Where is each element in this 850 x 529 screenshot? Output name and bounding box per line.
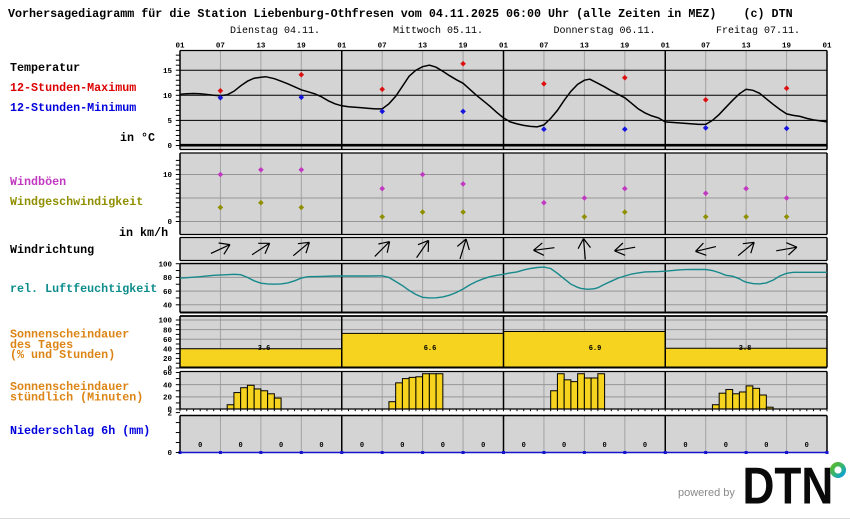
svg-text:0: 0 [167,366,172,374]
svg-text:0: 0 [198,442,202,450]
svg-text:60: 60 [163,337,173,345]
svg-text:80: 80 [163,327,173,335]
svg-text:0: 0 [167,407,172,415]
svg-text:07: 07 [216,43,225,51]
svg-text:0: 0 [400,442,404,450]
svg-text:Temperatur: Temperatur [10,61,80,75]
svg-text:15: 15 [163,68,173,76]
svg-text:100: 100 [158,318,172,326]
svg-text:07: 07 [701,43,710,51]
svg-text:Vorhersagediagramm für die Sta: Vorhersagediagramm für die Station Liebe… [8,7,716,21]
svg-text:0: 0 [683,442,687,450]
svg-text:0: 0 [167,143,172,151]
svg-text:Freitag 07.11.: Freitag 07.11. [716,25,800,37]
svg-text:Windrichtung: Windrichtung [10,243,94,257]
svg-text:40: 40 [163,382,173,390]
svg-text:07: 07 [378,43,387,51]
svg-text:40: 40 [163,303,173,311]
svg-text:stündlich (Minuten): stündlich (Minuten) [10,391,143,405]
svg-text:13: 13 [418,43,428,51]
svg-text:Windgeschwindigkeit: Windgeschwindigkeit [10,195,143,209]
svg-text:19: 19 [782,43,792,51]
svg-text:0: 0 [239,442,243,450]
svg-text:0: 0 [724,442,728,450]
svg-text:20: 20 [163,356,173,364]
svg-text:20: 20 [163,395,173,403]
svg-text:Mittwoch 05.11.: Mittwoch 05.11. [393,25,483,37]
svg-text:(c) DTN: (c) DTN [744,7,793,21]
svg-text:0: 0 [562,442,566,450]
svg-text:6.9: 6.9 [589,345,602,353]
svg-text:Donnerstag 06.11.: Donnerstag 06.11. [554,26,656,37]
svg-text:Windböen: Windböen [10,175,66,189]
svg-text:Sonnenscheindauer: Sonnenscheindauer [10,328,129,342]
svg-text:12-Stunden-Maximum: 12-Stunden-Maximum [10,81,136,95]
svg-text:3.6: 3.6 [258,345,271,353]
svg-text:13: 13 [256,43,266,51]
svg-text:Sonnenscheindauer: Sonnenscheindauer [10,380,129,394]
svg-text:0: 0 [441,442,445,450]
svg-text:10: 10 [163,172,173,180]
svg-text:0: 0 [481,442,485,450]
svg-text:0: 0 [522,442,526,450]
svg-text:DTN: DTN [743,457,834,515]
svg-text:in km/h: in km/h [119,226,168,240]
svg-text:3.8: 3.8 [739,345,752,353]
svg-text:01: 01 [175,43,185,51]
svg-text:01: 01 [337,43,347,51]
svg-text:01: 01 [822,43,832,51]
svg-text:0: 0 [167,450,172,458]
svg-text:40: 40 [163,347,173,355]
svg-text:6.6: 6.6 [424,345,437,353]
svg-text:0: 0 [764,442,768,450]
svg-text:100: 100 [158,261,172,269]
svg-text:01: 01 [661,43,671,51]
svg-text:13: 13 [742,43,752,51]
svg-text:0: 0 [319,442,323,450]
svg-text:2: 2 [167,410,172,418]
svg-text:10: 10 [163,93,173,101]
svg-text:in °C: in °C [120,131,155,145]
svg-text:12-Stunden-Minimum: 12-Stunden-Minimum [10,101,136,115]
svg-text:0: 0 [602,442,606,450]
svg-text:5: 5 [167,118,172,126]
svg-text:19: 19 [459,43,469,51]
svg-text:07: 07 [539,43,548,51]
svg-text:0: 0 [167,219,172,227]
svg-text:19: 19 [297,43,307,51]
svg-text:0: 0 [360,442,364,450]
svg-text:60: 60 [163,370,173,378]
svg-text:13: 13 [580,43,590,51]
svg-text:des Tages: des Tages [10,338,73,352]
svg-text:Dienstag 04.11.: Dienstag 04.11. [230,25,320,37]
svg-text:Niederschlag 6h (mm): Niederschlag 6h (mm) [10,424,150,438]
svg-text:0: 0 [643,442,647,450]
svg-text:19: 19 [620,43,630,51]
svg-text:60: 60 [163,289,173,297]
svg-text:rel. Luftfeuchtigkeit: rel. Luftfeuchtigkeit [10,282,157,296]
svg-text:0: 0 [279,442,283,450]
svg-text:(% und Stunden): (% und Stunden) [10,348,115,362]
svg-text:01: 01 [499,43,509,51]
svg-text:powered by: powered by [678,487,735,499]
svg-text:0: 0 [805,442,809,450]
svg-text:80: 80 [163,275,173,283]
